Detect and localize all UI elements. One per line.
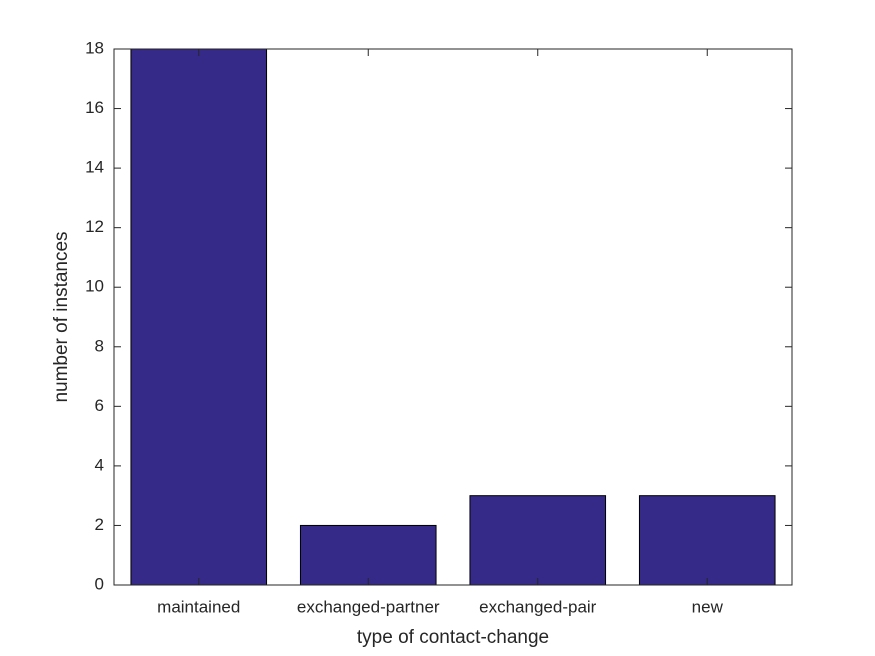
x-axis-label: type of contact-change <box>357 627 549 648</box>
y-tick-label: 8 <box>95 336 104 355</box>
axes-box <box>113 48 793 586</box>
y-tick-label: 12 <box>85 217 104 236</box>
bar <box>638 495 776 586</box>
x-tick-label: exchanged-pair <box>479 597 597 616</box>
y-axis-label: number of instances <box>51 231 72 402</box>
y-tick-label: 16 <box>85 98 104 117</box>
bar <box>469 495 607 586</box>
y-tick-label: 4 <box>95 455 104 474</box>
bar <box>299 524 437 586</box>
x-tick-label: maintained <box>157 597 240 616</box>
y-tick-label: 14 <box>85 158 104 177</box>
x-tick-label: exchanged-partner <box>297 597 440 616</box>
bar <box>130 48 268 586</box>
y-tick-label: 10 <box>85 277 104 296</box>
x-tick-label: new <box>692 597 724 616</box>
y-tick-label: 0 <box>95 574 104 593</box>
y-tick-label: 2 <box>95 515 104 534</box>
y-tick-label: 18 <box>85 38 104 57</box>
y-tick-label: 6 <box>95 396 104 415</box>
